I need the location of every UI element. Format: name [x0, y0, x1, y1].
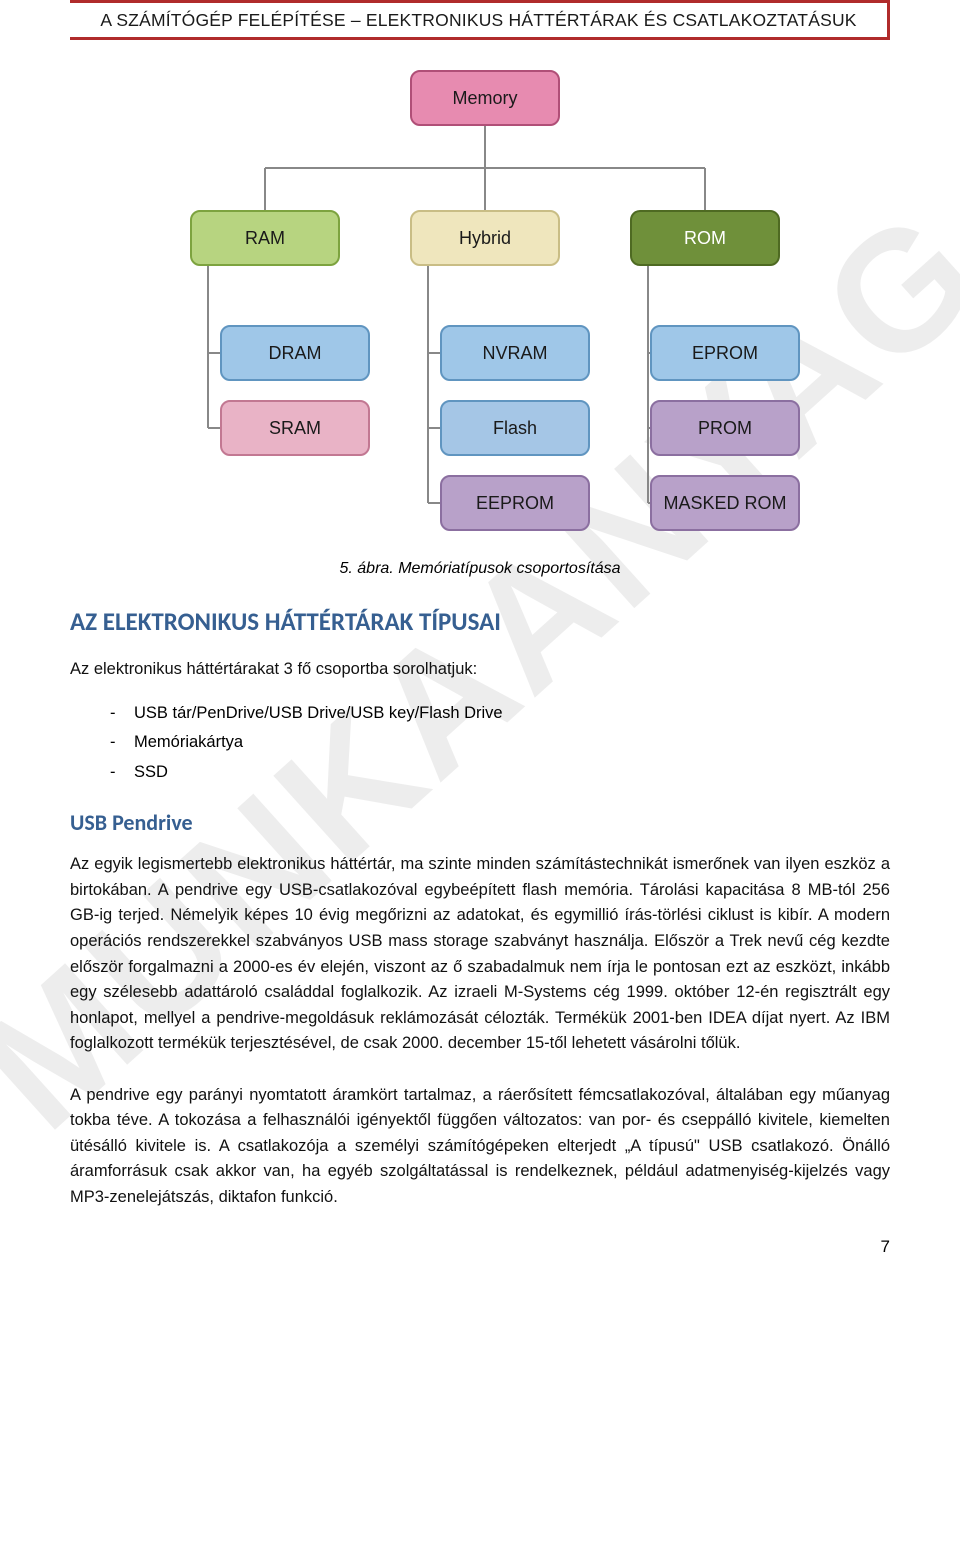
diagram-node-masked: MASKED ROM	[650, 475, 800, 531]
diagram-node-memory: Memory	[410, 70, 560, 126]
list-item: USB tár/PenDrive/USB Drive/USB key/Flash…	[110, 701, 890, 727]
diagram-node-nvram: NVRAM	[440, 325, 590, 381]
intro-text: Az elektronikus háttértárakat 3 fő csopo…	[70, 657, 890, 683]
diagram-node-rom: ROM	[630, 210, 780, 266]
list-item: Memóriakártya	[110, 730, 890, 756]
diagram-node-flash: Flash	[440, 400, 590, 456]
subsection-heading: USB Pendrive	[70, 809, 890, 836]
page-header: A SZÁMÍTÓGÉP FELÉPÍTÉSE – ELEKTRONIKUS H…	[70, 0, 890, 40]
diagram-node-dram: DRAM	[220, 325, 370, 381]
diagram-node-ram: RAM	[190, 210, 340, 266]
storage-types-list: USB tár/PenDrive/USB Drive/USB key/Flash…	[70, 701, 890, 786]
page-number: 7	[70, 1237, 890, 1257]
body-paragraph-1: Az egyik legismertebb elektronikus hátté…	[70, 852, 890, 1057]
memory-types-diagram: Memory RAM Hybrid ROM DRAM SRAM NVRAM Flash EEPR…	[160, 70, 800, 540]
body-paragraph-2: A pendrive egy parányi nyomtatott áramkö…	[70, 1083, 890, 1211]
section-heading: AZ ELEKTRONIKUS HÁTTÉRTÁRAK TÍPUSAI	[70, 606, 890, 637]
page-header-title: A SZÁMÍTÓGÉP FELÉPÍTÉSE – ELEKTRONIKUS H…	[100, 10, 856, 31]
figure-caption: 5. ábra. Memóriatípusok csoportosítása	[70, 560, 890, 578]
diagram-node-hybrid: Hybrid	[410, 210, 560, 266]
diagram-node-prom: PROM	[650, 400, 800, 456]
diagram-node-eeprom: EEPROM	[440, 475, 590, 531]
diagram-node-eprom: EPROM	[650, 325, 800, 381]
list-item: SSD	[110, 760, 890, 786]
diagram-node-sram: SRAM	[220, 400, 370, 456]
